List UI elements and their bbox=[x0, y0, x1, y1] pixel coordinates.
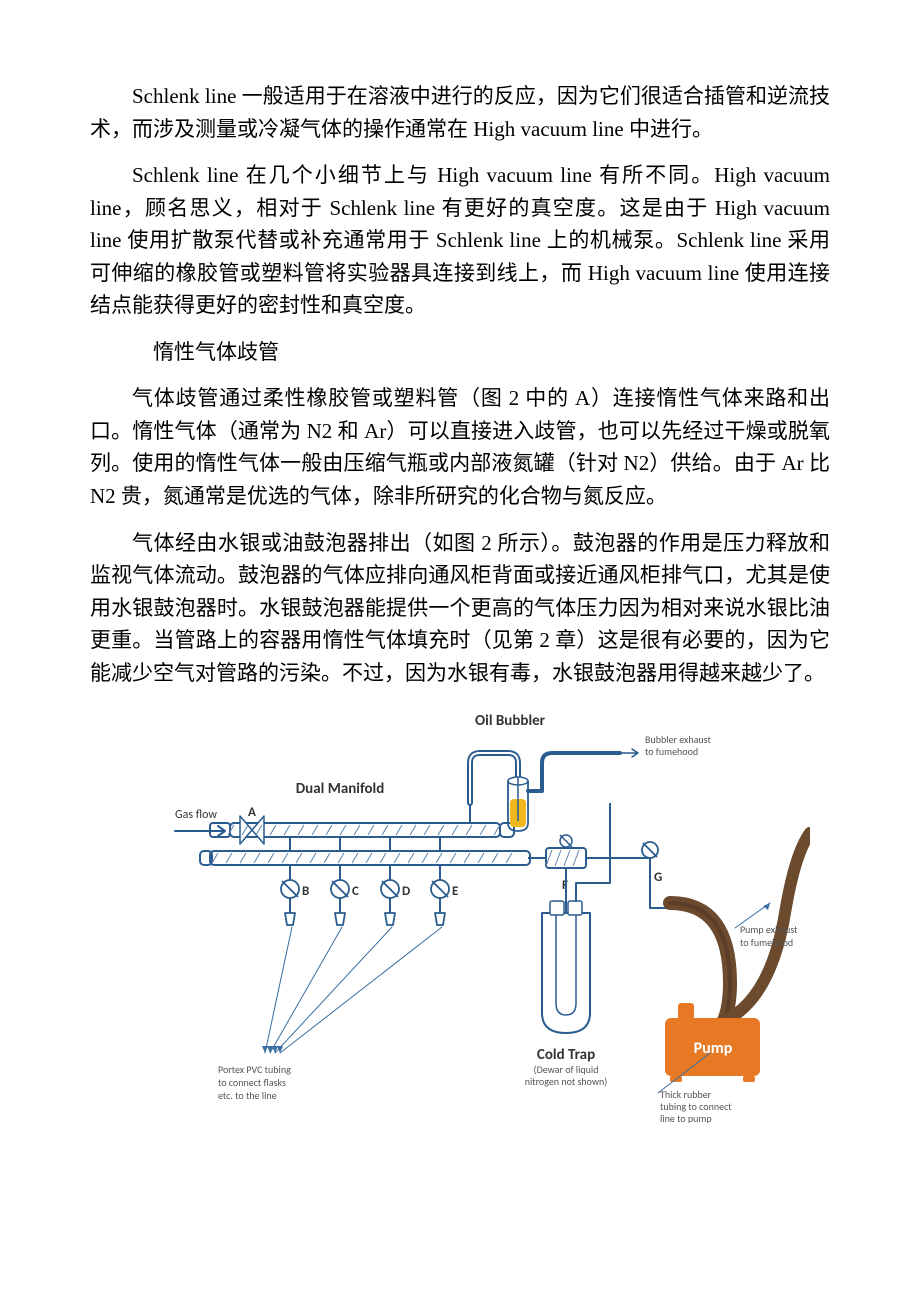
svg-text:Gas flow: Gas flow bbox=[175, 808, 217, 822]
svg-text:etc. to the line: etc. to the line bbox=[218, 1089, 277, 1102]
schlenk-diagram: Dual Manifold Gas flow B C D E A Portex PVC tub… bbox=[170, 703, 830, 1123]
paragraph-4: 气体经由水银或油鼓泡器排出（如图 2 所示）。鼓泡器的作用是压力释放和监视气体流… bbox=[90, 527, 830, 690]
svg-text:line to pump: line to pump bbox=[660, 1112, 712, 1123]
svg-text:C: C bbox=[352, 884, 359, 899]
svg-text:to connect flasks: to connect flasks bbox=[218, 1076, 286, 1089]
svg-text:E: E bbox=[452, 884, 458, 899]
svg-text:to fumehood: to fumehood bbox=[740, 936, 793, 949]
heading-inert-gas: 惰性气体歧管 bbox=[90, 336, 830, 369]
svg-text:Portex PVC tubing: Portex PVC tubing bbox=[218, 1063, 291, 1076]
svg-text:G: G bbox=[654, 870, 662, 885]
svg-text:Pump: Pump bbox=[694, 1039, 733, 1058]
svg-text:Cold Trap: Cold Trap bbox=[537, 1046, 595, 1064]
svg-text:Pump exhaust: Pump exhaust bbox=[740, 923, 798, 936]
svg-text:nitrogen not shown): nitrogen not shown) bbox=[525, 1075, 608, 1088]
svg-text:B: B bbox=[302, 884, 309, 899]
paragraph-2: Schlenk line 在几个小细节上与 High vacuum line 有… bbox=[90, 159, 830, 322]
svg-text:Oil Bubbler: Oil Bubbler bbox=[475, 712, 546, 730]
schlenk-svg: Dual Manifold Gas flow B C D E A Portex PVC tub… bbox=[170, 703, 810, 1123]
svg-text:D: D bbox=[402, 884, 410, 899]
svg-text:A: A bbox=[248, 805, 256, 820]
paragraph-1: Schlenk line 一般适用于在溶液中进行的反应，因为它们很适合插管和逆流… bbox=[90, 80, 830, 145]
svg-text:Dual Manifold: Dual Manifold bbox=[296, 780, 385, 798]
paragraph-3: 气体歧管通过柔性橡胶管或塑料管（图 2 中的 A）连接惰性气体来路和出口。惰性气… bbox=[90, 382, 830, 512]
svg-text:to fumehood: to fumehood bbox=[645, 745, 698, 758]
